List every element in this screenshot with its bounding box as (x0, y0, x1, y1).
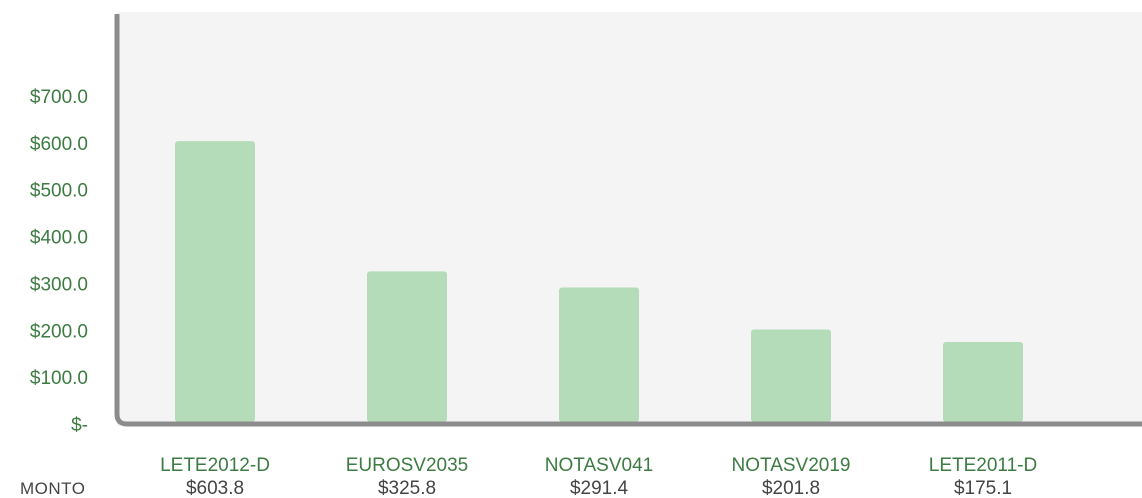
value-label: $291.4 (570, 478, 629, 498)
axis-line (114, 14, 1142, 427)
value-label: $603.8 (186, 478, 244, 498)
category-label: LETE2012-D (160, 455, 270, 476)
y-tick-label: $700.0 (30, 87, 88, 108)
category-label: NOTASV2019 (732, 455, 851, 476)
bar (367, 271, 447, 422)
y-tick-label: $200.0 (30, 321, 88, 342)
category-label: NOTASV041 (545, 455, 653, 476)
bar (943, 341, 1023, 422)
value-labels: $603.8 $325.8 $291.4 $201.8 $175.1 (186, 478, 1012, 498)
category-label: LETE2011-D (929, 455, 1037, 476)
y-tick-label: $- (71, 415, 88, 436)
category-label: EUROSV2035 (346, 455, 469, 476)
y-tick-label: $600.0 (30, 134, 88, 155)
y-tick-label: $400.0 (30, 228, 88, 249)
row-label-monto: MONTO (20, 479, 85, 498)
y-axis-ticks: $- $100.0 $200.0 $300.0 $400.0 $500.0 $600.0 $7… (30, 87, 88, 436)
value-label: $201.8 (762, 478, 820, 498)
y-tick-label: $300.0 (30, 274, 88, 295)
bar (175, 141, 255, 422)
y-tick-label: $500.0 (30, 181, 88, 202)
y-tick-label: $100.0 (30, 368, 88, 389)
value-label: $325.8 (378, 478, 436, 498)
bars (175, 141, 1023, 422)
value-label: $175.1 (954, 478, 1012, 498)
bar (559, 287, 639, 422)
bar (751, 329, 831, 422)
category-labels: LETE2012-D EUROSV2035 NOTASV041 NOTASV2019 L… (160, 455, 1037, 476)
